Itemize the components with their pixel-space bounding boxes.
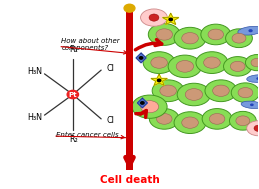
Text: How about other
components?: How about other components?	[61, 38, 120, 51]
Polygon shape	[136, 53, 146, 63]
Ellipse shape	[149, 108, 179, 129]
Ellipse shape	[224, 57, 252, 76]
Text: R₂: R₂	[70, 135, 78, 144]
Ellipse shape	[132, 95, 167, 118]
Ellipse shape	[229, 111, 256, 130]
Ellipse shape	[140, 101, 159, 113]
Text: H₃N: H₃N	[27, 112, 42, 122]
Ellipse shape	[151, 57, 167, 68]
Text: Cl: Cl	[106, 64, 114, 73]
Text: Cell death: Cell death	[100, 175, 159, 184]
Ellipse shape	[156, 29, 172, 40]
Ellipse shape	[236, 116, 250, 126]
Text: Enter cancer cells: Enter cancer cells	[56, 132, 119, 138]
Ellipse shape	[201, 24, 231, 45]
Ellipse shape	[202, 108, 232, 129]
Ellipse shape	[182, 117, 198, 128]
Ellipse shape	[148, 24, 180, 45]
Circle shape	[149, 14, 159, 21]
Ellipse shape	[238, 26, 259, 35]
Ellipse shape	[182, 33, 198, 44]
Ellipse shape	[174, 112, 206, 133]
Circle shape	[139, 57, 143, 59]
Ellipse shape	[238, 88, 253, 98]
Ellipse shape	[174, 27, 206, 49]
Bar	[126, 8, 133, 170]
Circle shape	[67, 90, 78, 99]
Circle shape	[254, 125, 259, 131]
Circle shape	[256, 77, 259, 80]
Circle shape	[124, 4, 135, 12]
Ellipse shape	[204, 57, 220, 68]
Circle shape	[169, 18, 172, 21]
Ellipse shape	[156, 114, 172, 124]
Ellipse shape	[196, 52, 228, 74]
Ellipse shape	[143, 52, 175, 74]
Ellipse shape	[251, 58, 259, 67]
Text: H₃N: H₃N	[27, 67, 42, 77]
Polygon shape	[163, 13, 179, 24]
Polygon shape	[137, 98, 147, 108]
Ellipse shape	[226, 29, 252, 48]
Text: Cl: Cl	[106, 116, 114, 125]
Circle shape	[141, 102, 144, 104]
Ellipse shape	[185, 89, 203, 100]
Ellipse shape	[231, 83, 259, 102]
Circle shape	[250, 103, 254, 106]
Ellipse shape	[241, 101, 259, 108]
Circle shape	[248, 29, 253, 32]
Ellipse shape	[246, 55, 259, 71]
Ellipse shape	[247, 75, 259, 82]
Ellipse shape	[160, 85, 176, 96]
Text: Pt: Pt	[69, 91, 77, 98]
Text: R₁: R₁	[70, 45, 78, 54]
Ellipse shape	[152, 80, 184, 102]
Ellipse shape	[232, 33, 246, 43]
Ellipse shape	[176, 60, 193, 72]
Ellipse shape	[177, 83, 211, 106]
Ellipse shape	[205, 80, 237, 102]
Ellipse shape	[213, 85, 229, 96]
Ellipse shape	[168, 55, 202, 78]
Ellipse shape	[209, 114, 225, 124]
Circle shape	[157, 79, 161, 82]
Ellipse shape	[141, 9, 167, 26]
Ellipse shape	[247, 121, 259, 136]
Ellipse shape	[230, 61, 245, 71]
Polygon shape	[151, 74, 167, 85]
Ellipse shape	[208, 29, 224, 40]
